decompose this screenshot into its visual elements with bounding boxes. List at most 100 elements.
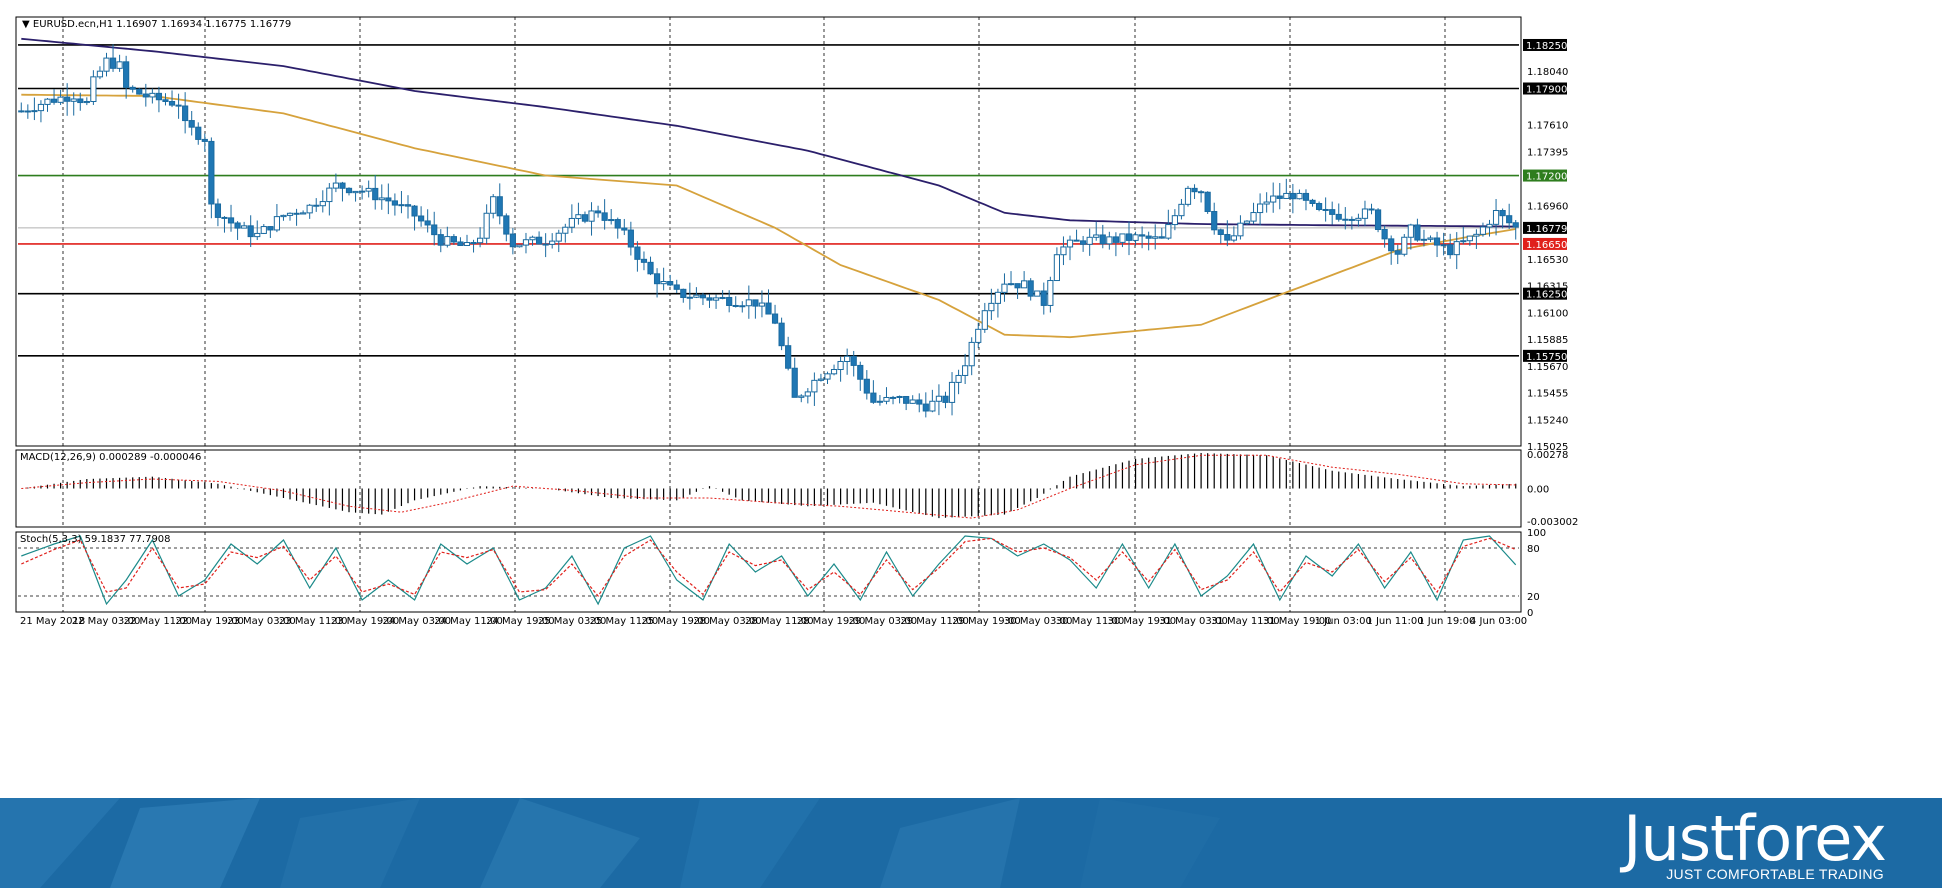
candle-bull: [490, 196, 497, 214]
candle-bull: [31, 110, 38, 113]
candle-bear: [903, 395, 910, 404]
slogan: JUST COMFORTABLE TRADING: [1666, 866, 1884, 882]
time-tick-label: 25 May 11:00: [590, 616, 659, 627]
candle-bear: [594, 210, 602, 214]
candle-bear: [1506, 215, 1513, 224]
candle-bull: [306, 204, 313, 214]
candle-bear: [653, 273, 661, 285]
candle-bear: [673, 284, 680, 290]
price-level-tag-text: 1.16650: [1526, 240, 1567, 251]
stoch-panel: [15, 531, 1522, 613]
price-level-tag: [1523, 237, 1567, 250]
candle-bull: [529, 236, 536, 241]
candle-bear: [457, 241, 464, 246]
candle-bear: [1374, 209, 1382, 230]
candle-bear: [785, 345, 792, 369]
candle-bull: [463, 242, 471, 246]
candle-bear: [503, 215, 510, 235]
candle-bull: [968, 341, 975, 367]
candle-bull: [83, 100, 90, 104]
candle-bear: [1335, 213, 1342, 220]
candle-bull: [1263, 201, 1270, 205]
candle-bear: [1414, 224, 1421, 241]
candle-bear: [182, 105, 189, 122]
candle-bull: [935, 395, 943, 402]
candle-bull: [575, 214, 582, 219]
time-tick-label: 21 May 2018: [20, 616, 85, 627]
price-level-tag-text: 1.17900: [1526, 85, 1567, 96]
candle-bull: [686, 296, 693, 299]
candle-bear: [372, 187, 379, 201]
candle-bear: [1276, 195, 1283, 199]
time-tick-label: 28 May 11:00: [745, 616, 814, 627]
candle-bull: [876, 400, 884, 403]
candles: [18, 44, 1519, 418]
candle-bear: [1322, 208, 1329, 211]
candle-bull: [1243, 220, 1251, 224]
price-tick-label: 1.17395: [1527, 147, 1568, 158]
candle-bull: [994, 291, 1002, 304]
candle-bull: [1230, 235, 1237, 241]
candle-bear: [136, 88, 143, 95]
candle-bear: [247, 225, 254, 238]
candle-bear: [221, 216, 228, 219]
candle-bear: [431, 224, 438, 236]
candle-bear: [627, 229, 634, 248]
time-tick-label: 25 May 19:00: [641, 616, 710, 627]
candle-bull: [1053, 254, 1061, 282]
candle-bear: [1040, 290, 1047, 306]
candle-bull: [352, 190, 359, 194]
candle-bear: [24, 110, 31, 113]
price-level-tag: [1523, 82, 1567, 95]
price-level-tag: [1523, 221, 1567, 234]
candle-bull: [1361, 208, 1369, 219]
candle-bear: [778, 322, 785, 347]
candle-bear: [1388, 238, 1395, 252]
candle-bull: [1132, 234, 1139, 241]
candle-bull: [116, 61, 123, 69]
candle-bull: [1021, 280, 1028, 289]
candle-bull: [955, 374, 962, 383]
candle-bull: [811, 379, 818, 393]
candle-bear: [227, 217, 235, 224]
price-tick-label: 1.18040: [1527, 67, 1568, 78]
candle-bull: [1479, 226, 1487, 235]
chart-area: 1.18040 1.17610 1.17395 1.16960 1.16530 1.163…: [15, 16, 1578, 627]
candle-bull: [273, 216, 281, 231]
price-tick-label: 1.16960: [1527, 201, 1568, 212]
candle-bear: [1381, 228, 1388, 240]
candle-bear: [857, 364, 864, 380]
time-tick-label: 1 Jun 19:00: [1418, 616, 1475, 627]
candle-bull: [889, 396, 897, 399]
time-tick-label: 22 May 11:00: [124, 616, 193, 627]
candle-bull: [300, 212, 307, 215]
symbol-header: ▼ EURUSD.ecn,H1 1.16907 1.16934 1.16775 …: [22, 19, 291, 30]
candle-bear: [647, 261, 654, 275]
candle-bull: [988, 302, 995, 312]
candle-bull: [1440, 244, 1447, 247]
candle-bull: [241, 225, 248, 229]
stoch-tick-label: 0: [1527, 608, 1533, 619]
candle-bear: [496, 196, 503, 217]
candle-bear: [850, 355, 857, 366]
candle-bear: [1211, 210, 1218, 231]
candle-bear: [1302, 192, 1310, 201]
candle-bull: [1093, 234, 1100, 238]
price-tick-label: 1.17610: [1527, 121, 1568, 132]
candle-bear: [424, 220, 431, 226]
candle-bear: [1112, 236, 1119, 243]
candle-bear: [1014, 283, 1021, 289]
candle-bull: [280, 214, 287, 218]
candle-bull: [44, 98, 51, 105]
candle-bear: [1217, 229, 1224, 235]
candle-bear: [1145, 235, 1152, 239]
candle-bull: [975, 328, 982, 343]
candle-bull: [476, 237, 484, 244]
time-tick-label: 22 May 03:00: [72, 616, 141, 627]
candle-bear: [385, 197, 392, 202]
price-level-tag-text: 1.16779: [1526, 224, 1567, 235]
candle-bull: [378, 197, 385, 201]
price-panel: [15, 16, 1522, 447]
price-level-tag: [1523, 38, 1567, 51]
candle-bull: [830, 369, 838, 375]
